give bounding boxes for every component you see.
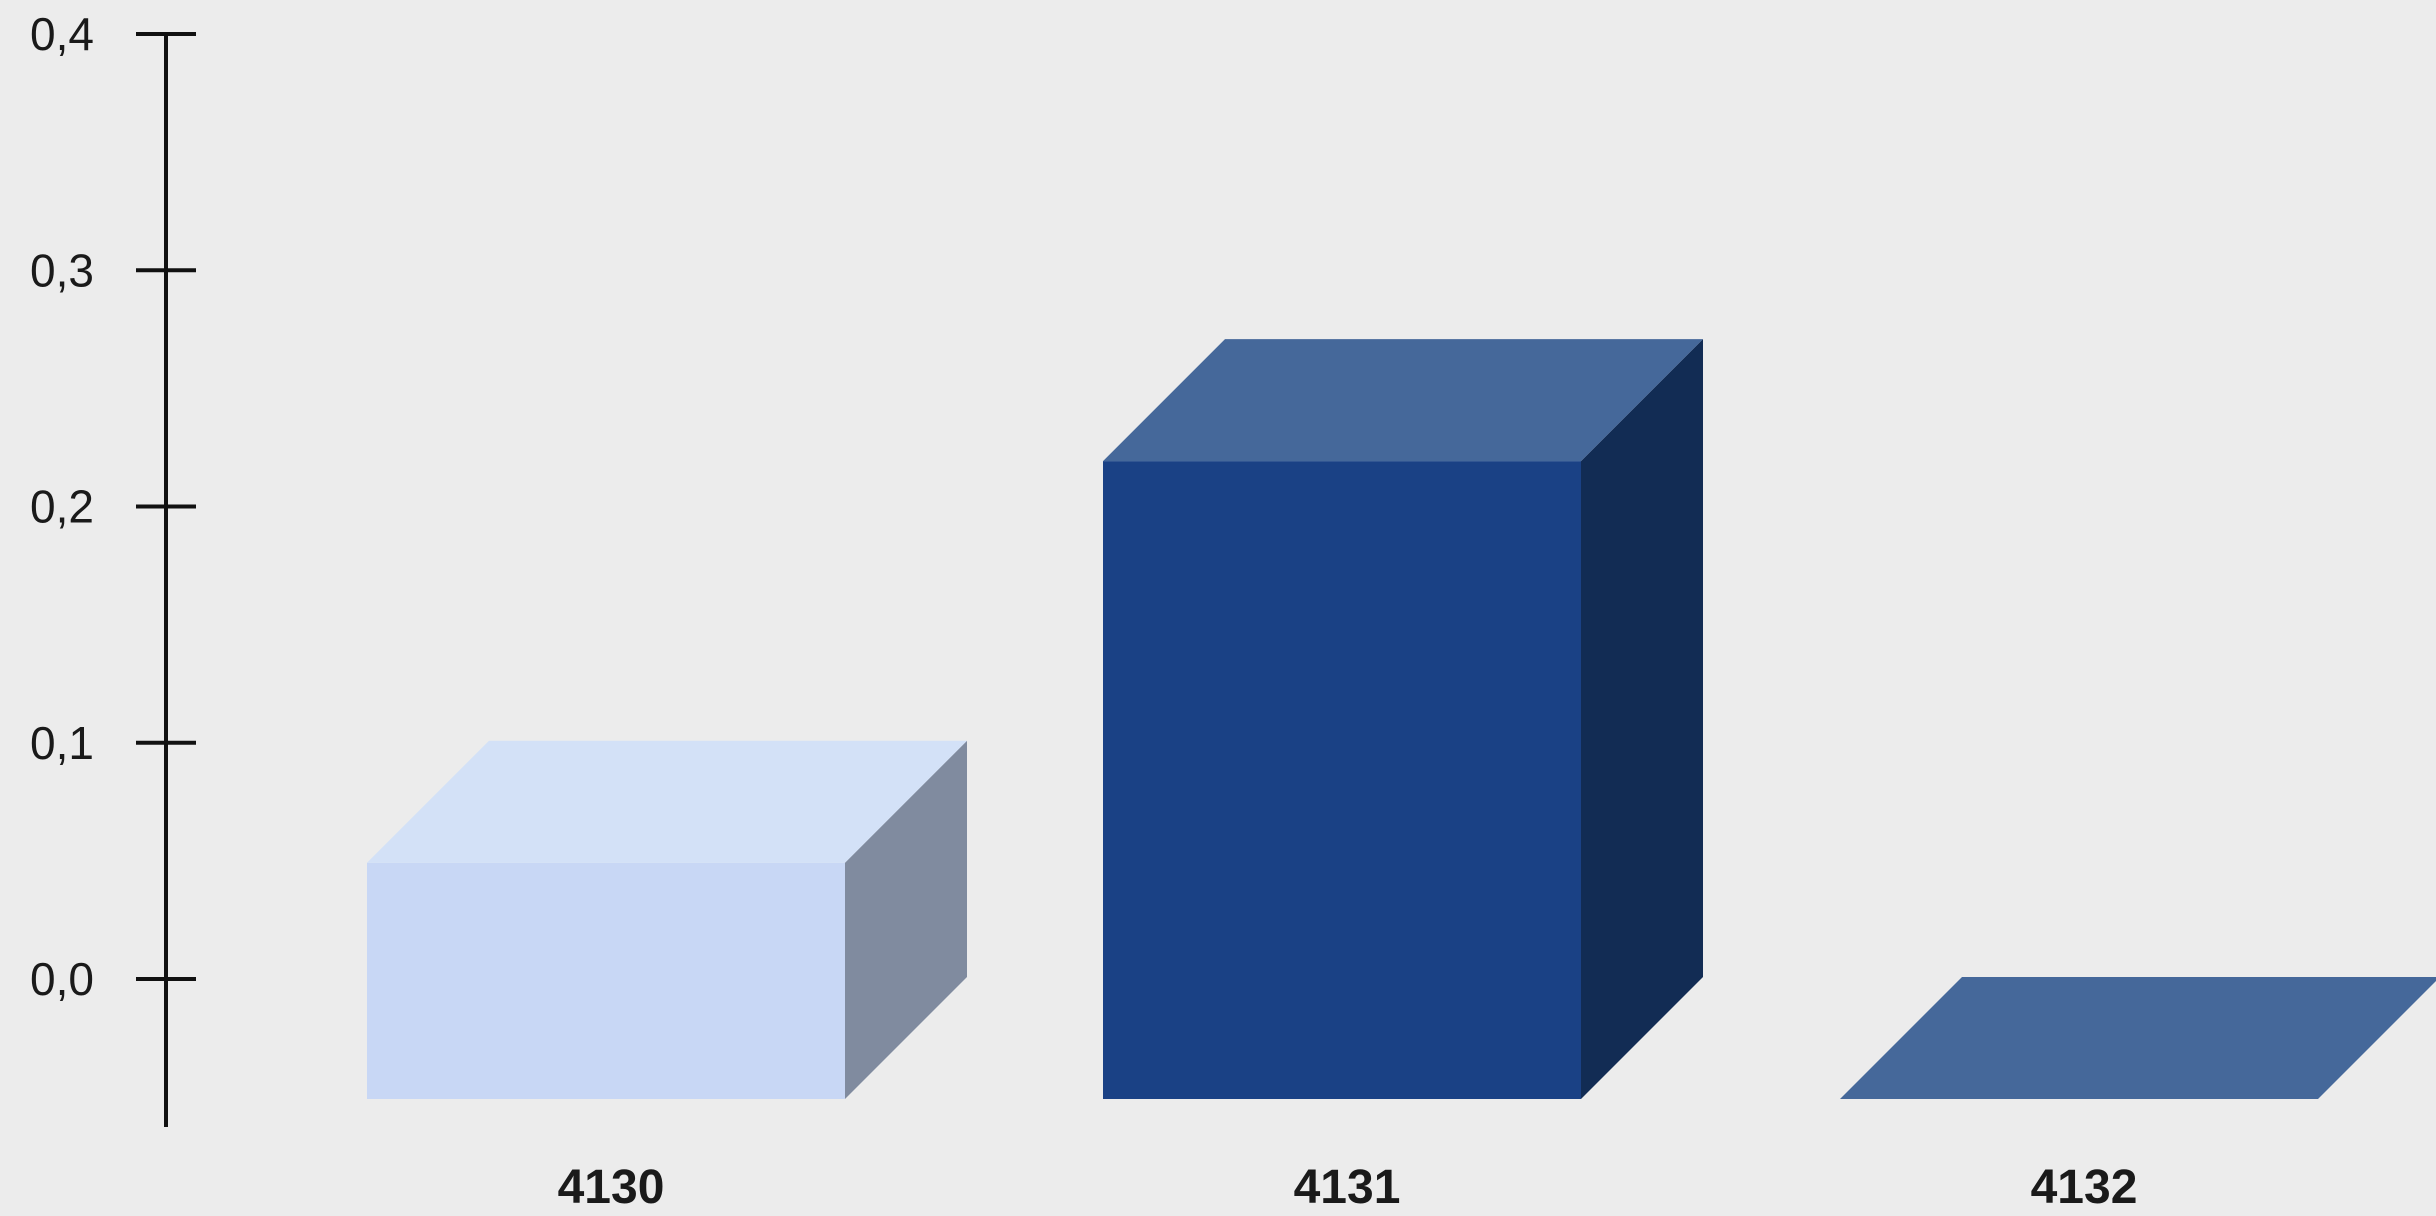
bar-front-face [367,862,845,1099]
bar-side-face [1581,339,1703,1099]
y-tick-label: 0,0 [30,953,94,1005]
category-label: 4131 [1294,1161,1401,1211]
bar-side-face [845,740,967,1099]
bar-top-face [1103,339,1703,462]
category-label: 4130 [558,1161,665,1211]
y-tick-label: 0,2 [30,481,94,533]
bar-4130 [367,740,967,1099]
category-label: 4132 [2031,1161,2138,1211]
y-axis: 0,0 0,1 0,2 0,3 0,4 [30,8,196,1127]
bar-4131 [1103,339,1703,1099]
bar-front-face [1103,461,1581,1099]
bars [367,339,2436,1099]
bar-top-face [1840,977,2436,1099]
category-labels: 4130 4131 4132 [558,1161,2138,1214]
y-tick-label: 0,1 [30,717,94,769]
bar-4132 [1840,977,2436,1099]
y-tick-label: 0,4 [30,8,94,60]
bar-top-face [367,740,967,863]
y-tick-label: 0,3 [30,244,94,296]
